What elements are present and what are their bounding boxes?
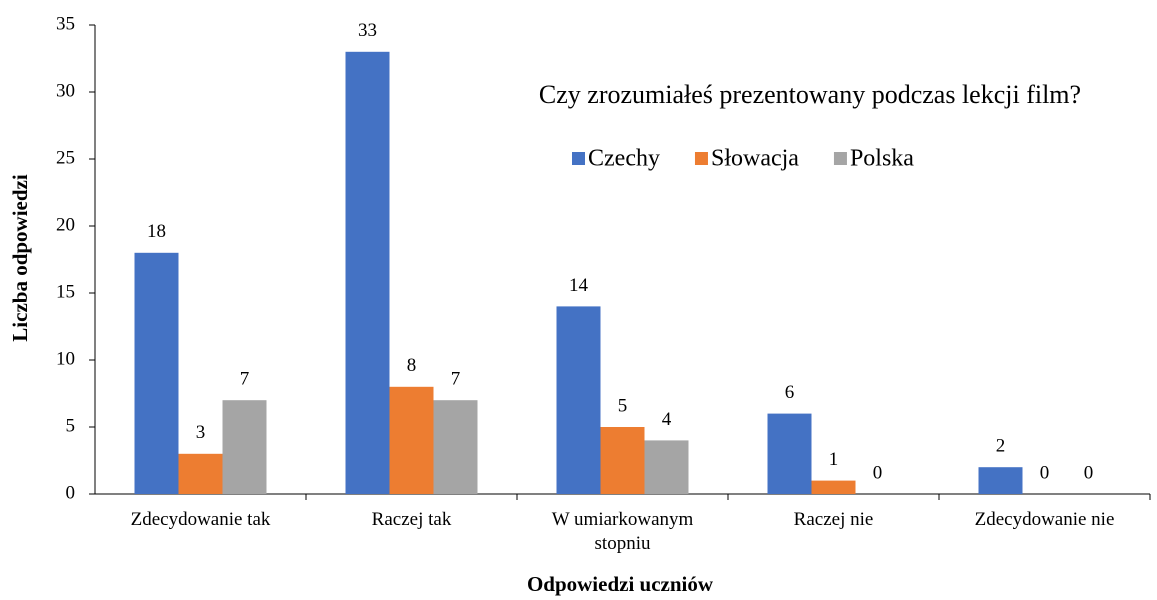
bar xyxy=(811,480,856,494)
legend-label: Czechy xyxy=(588,146,660,172)
data-label: 0 xyxy=(1040,462,1050,483)
bar xyxy=(389,386,434,494)
bar xyxy=(600,427,645,494)
bar xyxy=(222,400,267,494)
y-tick-label: 25 xyxy=(56,147,75,168)
x-tick-label: W umiarkowanym stopniu xyxy=(551,509,694,554)
data-label: 7 xyxy=(240,369,250,390)
data-label: 1 xyxy=(829,449,839,470)
bar xyxy=(767,413,812,494)
data-label: 33 xyxy=(358,20,377,41)
x-tick-label: Raczej nie xyxy=(793,509,874,530)
y-tick-label: 15 xyxy=(56,281,75,302)
legend-swatch xyxy=(572,152,585,165)
y-tick-label: 20 xyxy=(56,214,75,235)
data-label: 2 xyxy=(996,436,1006,457)
legend-label: Słowacja xyxy=(711,146,799,172)
y-tick-label: 0 xyxy=(66,482,76,503)
legend-swatch xyxy=(694,152,708,165)
x-tick-label: Zdecydowanie nie xyxy=(974,509,1115,530)
data-label: 4 xyxy=(662,409,672,430)
y-tick-label: 30 xyxy=(56,80,75,101)
chart-title: Czy zrozumiałeś prezentowany podczas lek… xyxy=(539,80,1081,109)
data-label: 18 xyxy=(147,221,166,242)
data-label: 3 xyxy=(196,422,206,443)
x-axis-title: Odpowiedzi uczniów xyxy=(527,572,714,596)
x-tick-label: Raczej tak xyxy=(371,509,452,530)
bar xyxy=(134,252,179,494)
y-tick-label: 35 xyxy=(56,13,75,34)
bar xyxy=(644,440,689,494)
x-tick-label: Zdecydowanie tak xyxy=(130,509,271,530)
bar xyxy=(978,467,1023,494)
data-label: 6 xyxy=(785,382,795,403)
bar xyxy=(345,51,390,495)
legend-label: Polska xyxy=(850,146,914,172)
data-label: 0 xyxy=(873,462,883,483)
data-label: 0 xyxy=(1084,462,1094,483)
data-label: 14 xyxy=(569,275,589,296)
bar xyxy=(433,400,478,494)
data-label: 7 xyxy=(451,369,461,390)
bar xyxy=(178,453,223,494)
y-tick-label: 5 xyxy=(66,415,76,436)
bar xyxy=(556,306,601,494)
data-label: 8 xyxy=(407,355,417,376)
y-axis-title: Liczba odpowiedzi xyxy=(8,174,32,342)
y-tick-label: 10 xyxy=(56,348,75,369)
data-label: 5 xyxy=(618,395,628,416)
legend-swatch xyxy=(833,152,847,165)
